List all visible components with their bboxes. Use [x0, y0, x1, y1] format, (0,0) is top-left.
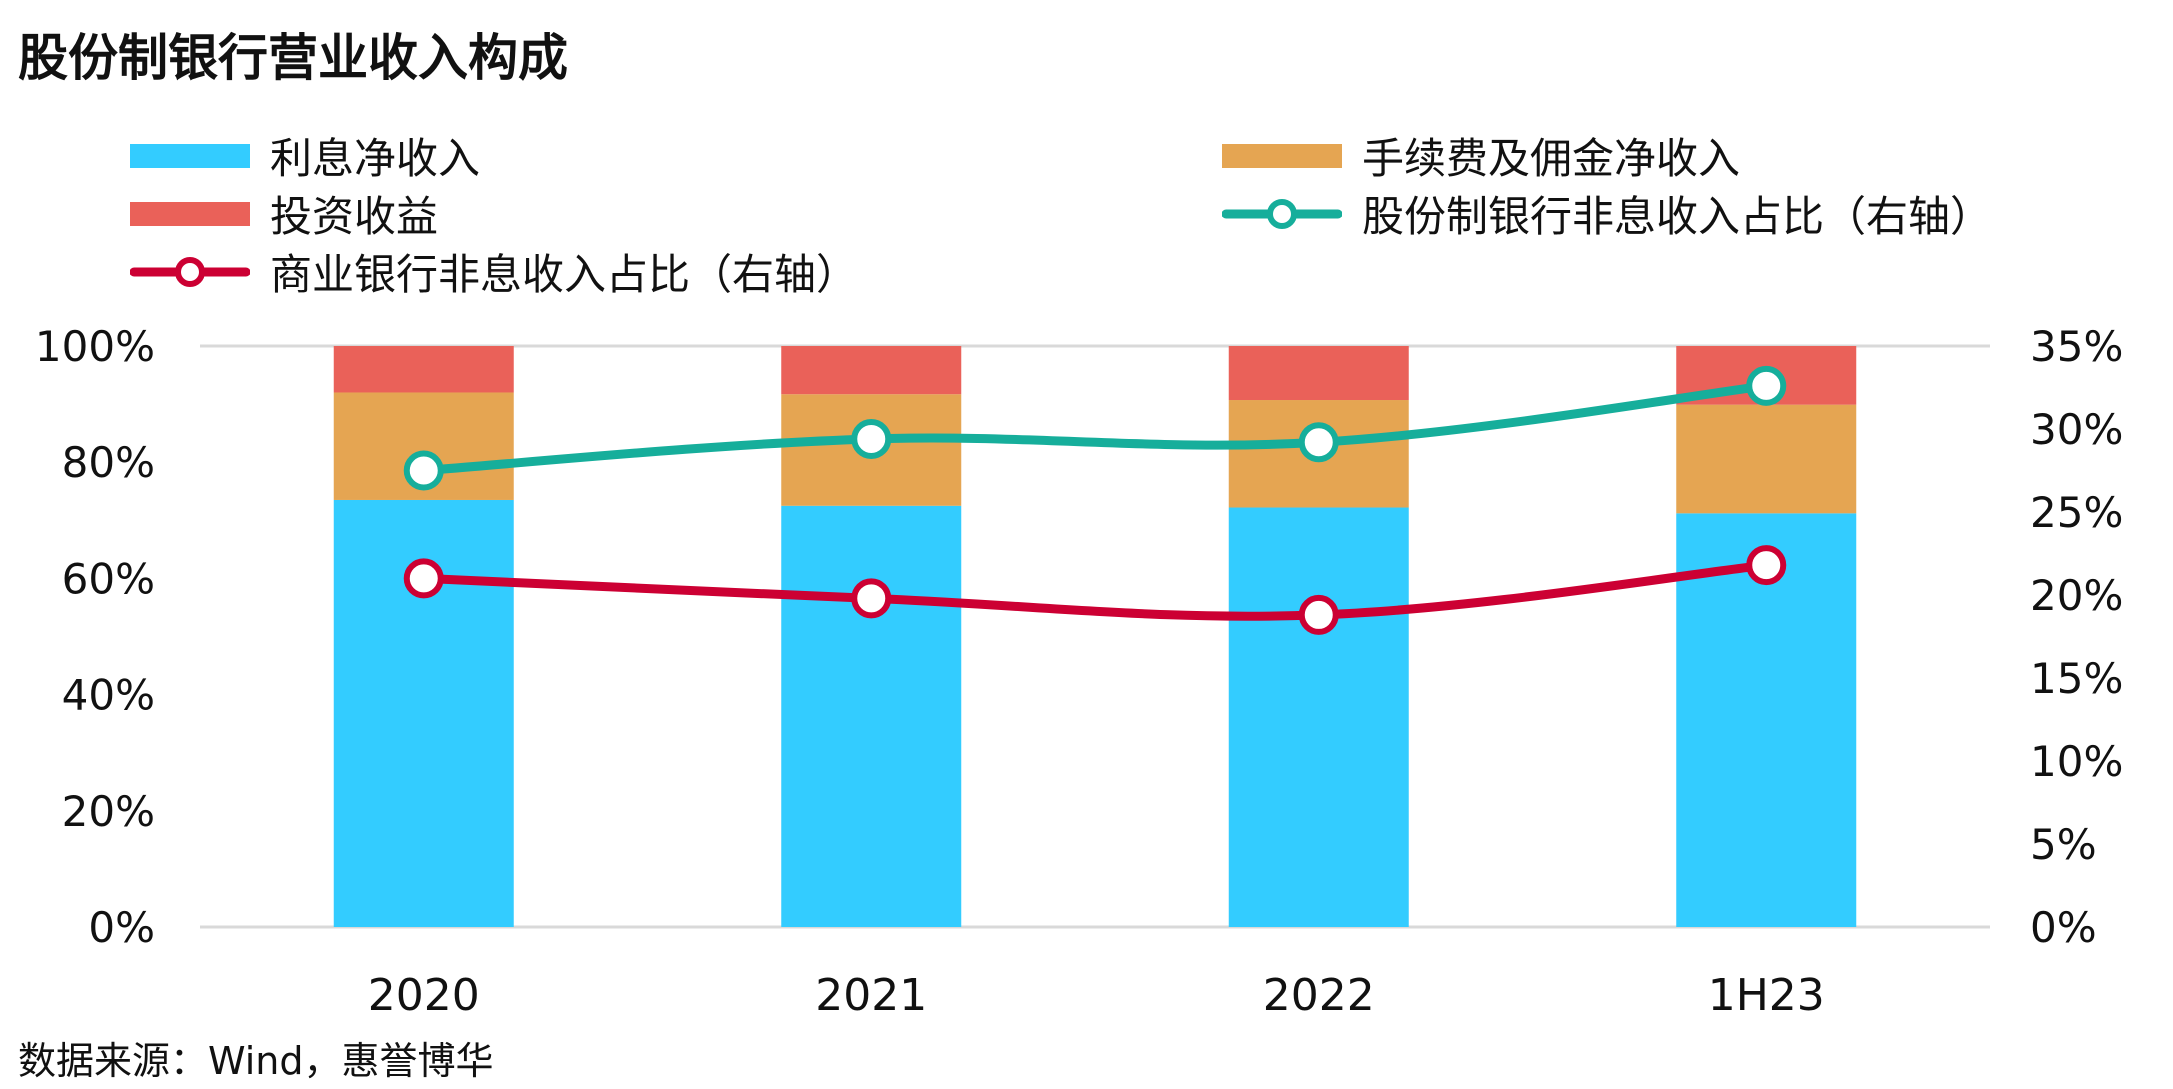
joint-stock-ratio-point [1298, 422, 1339, 463]
bar-segment-interest [781, 505, 962, 927]
legend-line-marker-teal [1222, 198, 1342, 229]
right-axis-tick-label: 0% [2030, 903, 2097, 952]
legend-fee: 手续费及佣金净收入 [1222, 125, 1740, 186]
legend-swatch-interest [130, 143, 250, 168]
legend-label-joint-stock: 股份制银行非息收入占比（右轴） [1362, 192, 1993, 241]
joint-stock-ratio-line [419, 381, 1771, 475]
legend-label-invest: 投资收益 [270, 192, 439, 241]
joint-stock-ratio-point [403, 450, 444, 491]
legend-commercial-line: 商业银行非息收入占比（右轴） [130, 241, 858, 302]
bar-segment-interest [1228, 507, 1409, 927]
x-axis-tick-label: 2021 [815, 970, 927, 1021]
right-axis-tick-label: 5% [2030, 820, 2097, 869]
joint-stock-ratio-point [851, 418, 892, 459]
right-axis-tick-label: 30% [2030, 405, 2123, 454]
bar-segment-investment [1228, 346, 1409, 401]
legend-interest: 利息净收入 [130, 125, 480, 186]
left-axis-tick-label: 100% [35, 322, 155, 371]
bar-segment-investment [333, 346, 514, 393]
left-axis-tick-label: 20% [62, 787, 155, 836]
right-axis-tick-label: 25% [2030, 488, 2123, 537]
legend-swatch-invest [130, 201, 250, 226]
left-axis-tick-label: 60% [62, 554, 155, 603]
x-axis-tick-label: 2022 [1263, 970, 1375, 1021]
legend-label-fee: 手续费及佣金净收入 [1362, 134, 1741, 183]
commercial-ratio-point [851, 578, 892, 619]
source-note: 数据来源：Wind，惠誉博华 [18, 1039, 494, 1083]
right-axis-tick-label: 10% [2030, 737, 2123, 786]
legend-joint-stock-line: 股份制银行非息收入占比（右轴） [1222, 183, 1992, 244]
legend-label-commercial: 商业银行非息收入占比（右轴） [270, 250, 859, 299]
legend-label-interest: 利息净收入 [270, 134, 481, 183]
legend-line-marker-red [130, 256, 250, 287]
x-axis-tick-label: 2020 [368, 970, 480, 1021]
right-axis-tick-label: 15% [2030, 654, 2123, 703]
bar-segment-investment [781, 346, 962, 395]
legend-swatch-fee [1222, 143, 1342, 168]
commercial-ratio-point [1746, 545, 1787, 586]
left-axis-tick-label: 0% [88, 903, 155, 952]
commercial-ratio-point [403, 558, 444, 599]
bar-segment-fee [1676, 404, 1857, 514]
left-axis-tick-label: 80% [62, 438, 155, 487]
right-axis-tick-label: 20% [2030, 571, 2123, 620]
legend-invest: 投资收益 [130, 183, 438, 244]
x-axis-tick-label: 1H23 [1708, 970, 1825, 1021]
commercial-ratio-point [1298, 594, 1339, 635]
right-axis-tick-label: 35% [2030, 322, 2123, 371]
chart-title: 股份制银行营业收入构成 [18, 29, 568, 87]
joint-stock-ratio-point [1746, 365, 1787, 406]
left-axis-tick-label: 40% [62, 671, 155, 720]
commercial-ratio-line [419, 560, 1771, 621]
